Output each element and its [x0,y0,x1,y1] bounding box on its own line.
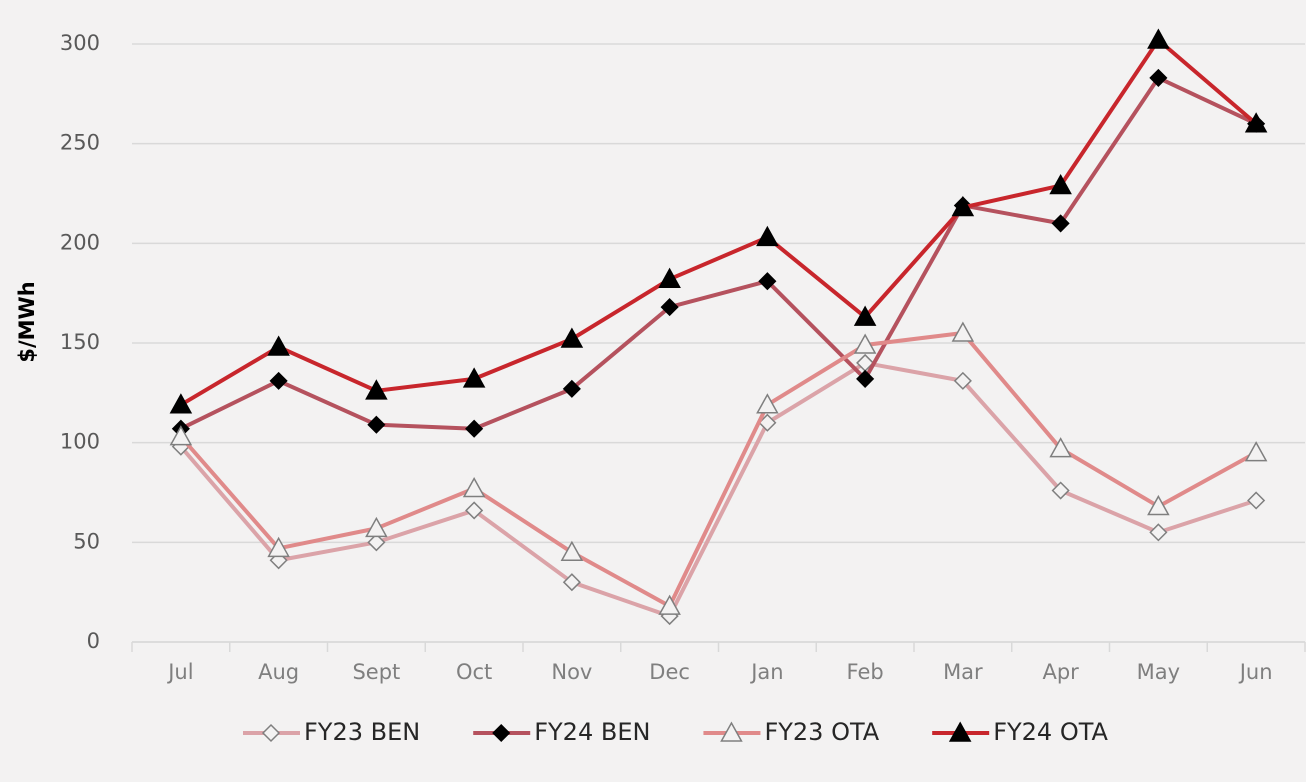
diamond-marker [261,723,281,743]
diamond-marker [367,533,386,552]
triangle-marker [756,393,779,414]
legend-label: FY24 OTA [993,718,1108,746]
x-tick-label: Jul [166,660,193,684]
legend-label: FY23 OTA [764,718,879,746]
triangle-marker [169,393,193,414]
triangle-marker [462,476,486,498]
series-line [179,38,1258,407]
triangle-marker [1147,494,1170,516]
x-tick-label: Sept [352,660,400,684]
y-tick-label: 250 [60,131,100,155]
diamond-marker [1051,481,1070,500]
triangle-marker [948,721,972,742]
diamond-marker [1051,214,1070,233]
triangle-marker [267,335,290,356]
triangle-marker [951,321,975,342]
triangle-marker [1147,28,1170,49]
x-tick-label: Apr [1042,660,1079,684]
diamond-marker [1149,68,1168,87]
x-tick-label: Jun [1238,660,1273,684]
y-tick-label: 150 [60,330,100,354]
x-tick-label: Dec [649,660,690,684]
triangle-marker [756,225,779,247]
legend-label: FY24 BEN [534,718,650,746]
y-tick-label: 200 [60,230,100,254]
diamond-marker [465,419,484,438]
diamond-marker [492,723,511,743]
triangle-marker [267,536,290,558]
triangle-marker [462,367,486,388]
x-tick-label: Mar [943,660,983,684]
diamond-marker [269,551,288,570]
triangle-marker [560,540,584,562]
triangle-marker [720,721,743,742]
triangle-marker [365,379,388,400]
triangle-marker [365,516,388,538]
x-tick-label: May [1137,660,1180,684]
diamond-marker [562,573,581,592]
triangle-marker [658,267,681,288]
diamond-marker [856,369,875,388]
triangle-marker [1244,112,1268,133]
diamond-marker [1247,491,1266,510]
diamond-marker [758,272,777,291]
diamond-marker [1149,523,1168,542]
triangle-marker [951,195,975,217]
y-tick-label: 300 [60,31,100,55]
y-tick-label: 0 [87,629,100,653]
x-tick-label: Aug [258,660,299,684]
diamond-marker [562,379,581,398]
x-tick-label: Oct [456,660,492,684]
diamond-marker [953,371,972,390]
diamond-marker [367,415,386,434]
y-tick-label: 50 [73,529,100,553]
legend-label: FY23 BEN [304,718,420,746]
x-tick-label: Nov [551,660,592,684]
y-axis-title: $/MWh [15,281,39,362]
triangle-marker [169,425,193,446]
triangle-marker [1049,173,1072,195]
series-line [179,331,1258,609]
triangle-marker [853,333,877,354]
x-tick-label: Feb [847,660,884,684]
series-line [179,360,1257,619]
triangle-marker [1049,437,1072,458]
triangle-marker [853,305,877,326]
triangle-marker [560,327,584,348]
triangle-marker [658,594,681,615]
diamond-marker [660,298,679,317]
triangle-marker [1244,441,1268,462]
diamond-marker [465,501,484,520]
series-line [179,75,1257,431]
x-tick-label: Jan [749,660,783,684]
diamond-marker [269,371,288,390]
y-tick-label: 100 [60,430,100,454]
